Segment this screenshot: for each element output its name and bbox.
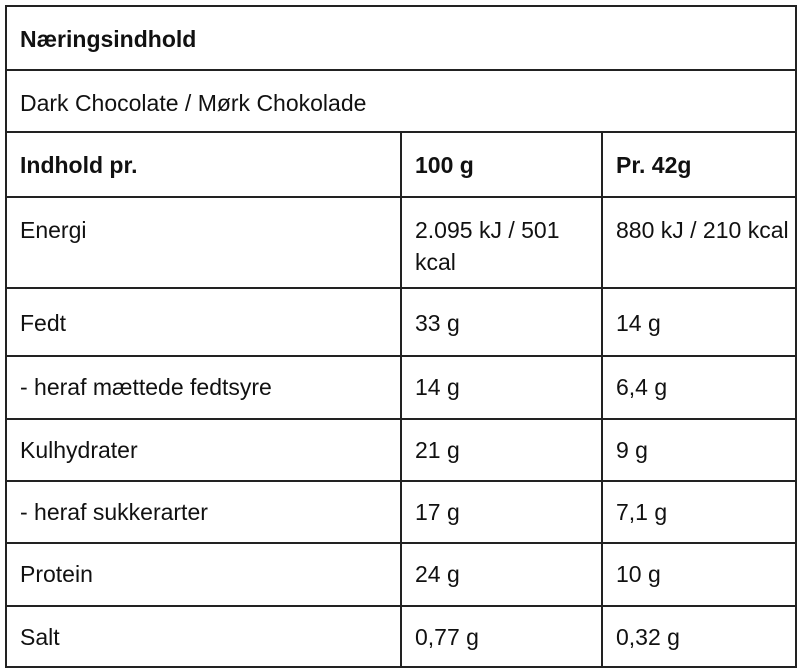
table-row: - heraf sukkerarter 17 g 7,1 g (5, 480, 797, 544)
value-per-portion: 10 g (601, 542, 797, 607)
value-per-portion: 6,4 g (601, 355, 797, 420)
header-cell: Indhold pr. (5, 131, 402, 198)
value-100g: 21 g (400, 418, 603, 482)
table-row: Protein 24 g 10 g (5, 542, 797, 607)
subtitle-row: Dark Chocolate / Mørk Chokolade (5, 69, 797, 133)
nutrient-label: Kulhydrater (5, 418, 402, 482)
value-per-portion: 880 kJ / 210 kcal (601, 196, 797, 289)
table-row: Salt 0,77 g 0,32 g (5, 605, 797, 668)
value-100g: 33 g (400, 287, 603, 357)
value-per-portion: 9 g (601, 418, 797, 482)
nutrient-label: Energi (5, 196, 402, 289)
value-per-portion: 7,1 g (601, 480, 797, 544)
table-row: - heraf mættede fedtsyre 14 g 6,4 g (5, 355, 797, 420)
header-cell: Pr. 42g (601, 131, 797, 198)
table-title: Næringsindhold (5, 5, 797, 71)
nutrient-label: - heraf sukkerarter (5, 480, 402, 544)
nutrition-table: Næringsindhold Dark Chocolate / Mørk Cho… (5, 5, 797, 668)
nutrient-label: Salt (5, 605, 402, 668)
nutrient-label: Protein (5, 542, 402, 607)
nutrient-label: Fedt (5, 287, 402, 357)
product-name: Dark Chocolate / Mørk Chokolade (5, 69, 797, 133)
header-row: Indhold pr. 100 g Pr. 42g (5, 131, 797, 198)
value-per-portion: 14 g (601, 287, 797, 357)
table-row: Energi 2.095 kJ / 501 kcal 880 kJ / 210 … (5, 196, 797, 289)
value-100g: 2.095 kJ / 501 kcal (400, 196, 603, 289)
title-row: Næringsindhold (5, 5, 797, 71)
value-per-portion: 0,32 g (601, 605, 797, 668)
value-100g: 0,77 g (400, 605, 603, 668)
table-row: Kulhydrater 21 g 9 g (5, 418, 797, 482)
header-cell: 100 g (400, 131, 603, 198)
value-100g: 14 g (400, 355, 603, 420)
table-row: Fedt 33 g 14 g (5, 287, 797, 357)
value-100g: 24 g (400, 542, 603, 607)
value-100g: 17 g (400, 480, 603, 544)
nutrient-label: - heraf mættede fedtsyre (5, 355, 402, 420)
